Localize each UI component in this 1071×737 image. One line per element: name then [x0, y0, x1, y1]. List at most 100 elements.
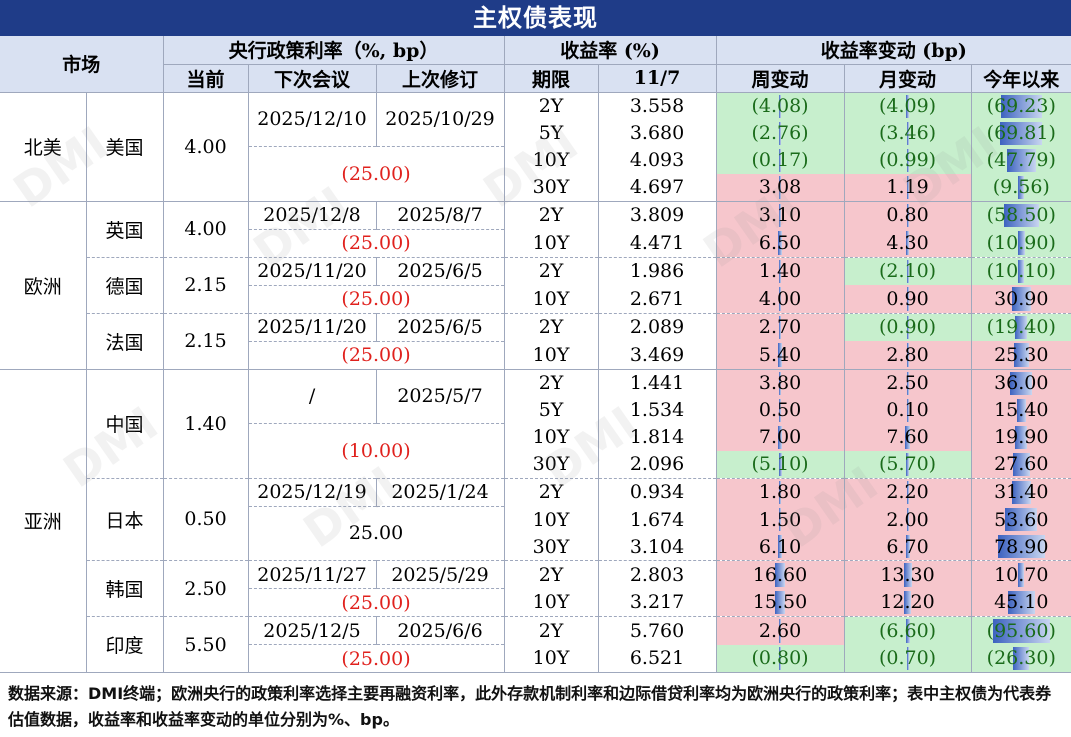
header-next-meeting: 下次会议 [248, 64, 377, 93]
change-value: 2.70 [758, 316, 802, 339]
yield-value: 3.558 [598, 92, 717, 120]
change-bar [903, 563, 912, 587]
week-change-cell: 2.70 [716, 313, 845, 341]
change-value: 10.70 [994, 563, 1049, 586]
yield-value: 1.986 [598, 257, 717, 285]
change-value: 13.30 [880, 563, 935, 586]
change-bar [779, 508, 782, 531]
week-change-cell: 1.80 [716, 478, 845, 506]
table-row: 德国 2.15 2025/11/20 2025/6/5 2Y 1.986 1.40 (2.10… [0, 257, 1071, 314]
yield-value: 2.096 [598, 450, 717, 479]
change-bar [1018, 259, 1025, 283]
table-row: 30Y 2.096 (5.10) (5.70) 27.60 [0, 450, 1071, 479]
policy-rate-current: 0.50 [163, 478, 249, 561]
change-value: (9.56) [992, 176, 1050, 198]
change-bar [906, 646, 909, 670]
policy-rate-current: 5.50 [163, 616, 249, 673]
last-revision-date: 2025/6/5 [376, 257, 505, 286]
table-row: 日本 0.50 2025/12/19 2025/1/24 2Y 0.934 1.80 2.20… [0, 478, 1071, 561]
tenor: 10Y [504, 146, 599, 174]
month-change-cell: 2.80 [844, 341, 972, 370]
change-bar [1003, 203, 1039, 227]
month-change-cell: 0.10 [844, 396, 972, 424]
yield-value: 4.093 [598, 146, 717, 174]
ytd-change-cell: 78.90 [971, 533, 1071, 561]
change-bar [778, 231, 782, 255]
tenor: 2Y [504, 257, 599, 285]
change-value: 36.00 [994, 372, 1049, 394]
yield-value: 3.680 [598, 119, 717, 147]
policy-rate-current: 2.50 [163, 560, 249, 617]
tenor: 10Y [504, 644, 599, 673]
table-row: 欧洲 英国 4.00 2025/12/8 2025/8/7 2Y 3.809 3.10 0.80… [0, 201, 1071, 370]
change-bar [778, 343, 782, 367]
tenor: 10Y [504, 341, 599, 370]
change-value: 3.10 [758, 204, 802, 227]
country-name: 中国 [86, 369, 164, 479]
change-bar [1015, 425, 1028, 449]
next-meeting-date: 2025/12/8 [248, 201, 377, 230]
yield-value: 3.469 [598, 341, 717, 370]
header-yield-change: 收益率变动 (bp) [716, 36, 1071, 65]
week-change-cell: (0.80) [716, 644, 845, 673]
header-last-revision: 上次修订 [376, 64, 505, 93]
table-row: 韩国 2.50 2025/11/27 2025/5/29 2Y 2.803 16.60 13.… [0, 560, 1071, 617]
week-change-cell: 2.60 [716, 616, 845, 645]
change-bar [1018, 563, 1025, 587]
change-bar [906, 480, 909, 504]
change-value: (2.10) [878, 260, 937, 283]
tenor: 10Y [504, 506, 599, 533]
next-meeting-date: 2025/12/10 [248, 92, 377, 147]
tenor: 30Y [504, 450, 599, 479]
last-revision-date: 2025/5/7 [376, 369, 505, 424]
change-bar [777, 425, 783, 449]
change-bar [1013, 646, 1030, 670]
table-row: (25.00) 10Y 4.471 6.50 4.30 (10.90) [0, 229, 1071, 258]
policy-rate-change: (25.00) [248, 588, 505, 617]
table-row: (25.00) 10Y 3.217 15.50 12.20 45.10 [0, 588, 1071, 617]
change-value: 2.60 [758, 619, 802, 642]
change-value: (0.90) [878, 316, 937, 339]
change-value: 15.40 [994, 399, 1049, 421]
tenor: 2Y [504, 616, 599, 645]
policy-rate-change: (25.00) [248, 229, 505, 258]
footnote: 数据来源：DMI终端；欧洲央行的政策利率选择主要再融资利率，此外存款机制利率和边… [8, 684, 1052, 729]
change-value: 6.10 [758, 535, 802, 558]
change-value: (95.60) [986, 619, 1056, 642]
country-name: 美国 [86, 92, 164, 202]
ytd-change-cell: (69.81) [971, 119, 1071, 147]
ytd-change-cell: 19.90 [971, 423, 1071, 451]
change-value: (69.23) [986, 95, 1056, 117]
change-bar [1012, 287, 1031, 311]
change-value: 1.50 [758, 508, 802, 531]
change-bar [778, 452, 782, 476]
month-change-cell: (0.70) [844, 644, 972, 673]
week-change-cell: 1.40 [716, 257, 845, 285]
change-value: (6.60) [878, 619, 937, 642]
policy-rate-current: 2.15 [163, 257, 249, 314]
table-title: 主权债表现 [0, 0, 1071, 36]
change-bar [1011, 480, 1031, 504]
yield-value: 2.803 [598, 560, 717, 589]
tenor: 2Y [504, 478, 599, 506]
change-bar [906, 231, 909, 255]
tenor: 2Y [504, 560, 599, 589]
country-name: 英国 [86, 201, 164, 258]
last-revision-date: 2025/8/7 [376, 201, 505, 230]
week-change-cell: (5.10) [716, 450, 845, 479]
header-week-change: 周变动 [716, 64, 845, 93]
change-bar [1013, 452, 1030, 476]
change-value: 3.08 [758, 176, 802, 198]
change-bar [906, 203, 909, 227]
change-bar [905, 452, 910, 476]
change-bar [779, 315, 782, 339]
change-bar [906, 287, 909, 311]
change-bar [778, 94, 782, 118]
month-change-cell: 0.80 [844, 201, 972, 229]
change-value: 0.10 [886, 399, 929, 421]
week-change-cell: (0.17) [716, 146, 845, 174]
yield-value: 1.441 [598, 369, 717, 397]
change-bar [778, 371, 782, 395]
week-change-cell: (4.08) [716, 92, 845, 120]
tenor: 10Y [504, 588, 599, 617]
